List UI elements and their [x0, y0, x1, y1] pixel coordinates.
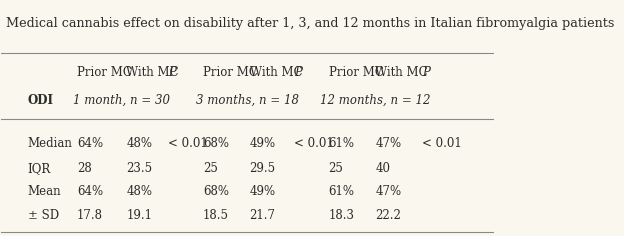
Text: P: P	[422, 66, 430, 79]
Text: 3 months, n = 18: 3 months, n = 18	[196, 94, 299, 107]
Text: Prior MC: Prior MC	[203, 66, 258, 79]
Text: With MC: With MC	[376, 66, 428, 79]
Text: 47%: 47%	[376, 137, 401, 150]
Text: 64%: 64%	[77, 137, 103, 150]
Text: 1 month, n = 30: 1 month, n = 30	[73, 94, 170, 107]
Text: 61%: 61%	[329, 137, 354, 150]
Text: < 0.01: < 0.01	[168, 137, 208, 150]
Text: < 0.01: < 0.01	[294, 137, 334, 150]
Text: 21.7: 21.7	[250, 209, 276, 222]
Text: 23.5: 23.5	[127, 162, 152, 175]
Text: 28: 28	[77, 162, 92, 175]
Text: 12 months, n = 12: 12 months, n = 12	[320, 94, 431, 107]
Text: 18.5: 18.5	[203, 209, 229, 222]
Text: P: P	[168, 66, 176, 79]
Text: 17.8: 17.8	[77, 209, 103, 222]
Text: 18.3: 18.3	[329, 209, 354, 222]
Text: 64%: 64%	[77, 185, 103, 198]
Text: 19.1: 19.1	[127, 209, 152, 222]
Text: 68%: 68%	[203, 185, 229, 198]
Text: 49%: 49%	[250, 185, 276, 198]
Text: P: P	[294, 66, 302, 79]
Text: Median: Median	[28, 137, 72, 150]
Text: 29.5: 29.5	[250, 162, 276, 175]
Text: Medical cannabis effect on disability after 1, 3, and 12 months in Italian fibro: Medical cannabis effect on disability af…	[6, 17, 614, 30]
Text: 40: 40	[376, 162, 391, 175]
Text: With MC: With MC	[250, 66, 302, 79]
Text: 25: 25	[329, 162, 343, 175]
Text: 22.2: 22.2	[376, 209, 401, 222]
Text: 68%: 68%	[203, 137, 229, 150]
Text: Prior MC: Prior MC	[329, 66, 383, 79]
Text: 47%: 47%	[376, 185, 401, 198]
Text: IQR: IQR	[28, 162, 51, 175]
Text: Prior MC: Prior MC	[77, 66, 132, 79]
Text: Mean: Mean	[28, 185, 61, 198]
Text: 61%: 61%	[329, 185, 354, 198]
Text: 49%: 49%	[250, 137, 276, 150]
Text: With MC: With MC	[127, 66, 179, 79]
Text: < 0.01: < 0.01	[422, 137, 462, 150]
Text: 25: 25	[203, 162, 218, 175]
Text: ODI: ODI	[28, 94, 54, 107]
Text: 48%: 48%	[127, 137, 152, 150]
Text: 48%: 48%	[127, 185, 152, 198]
Text: ± SD: ± SD	[28, 209, 59, 222]
